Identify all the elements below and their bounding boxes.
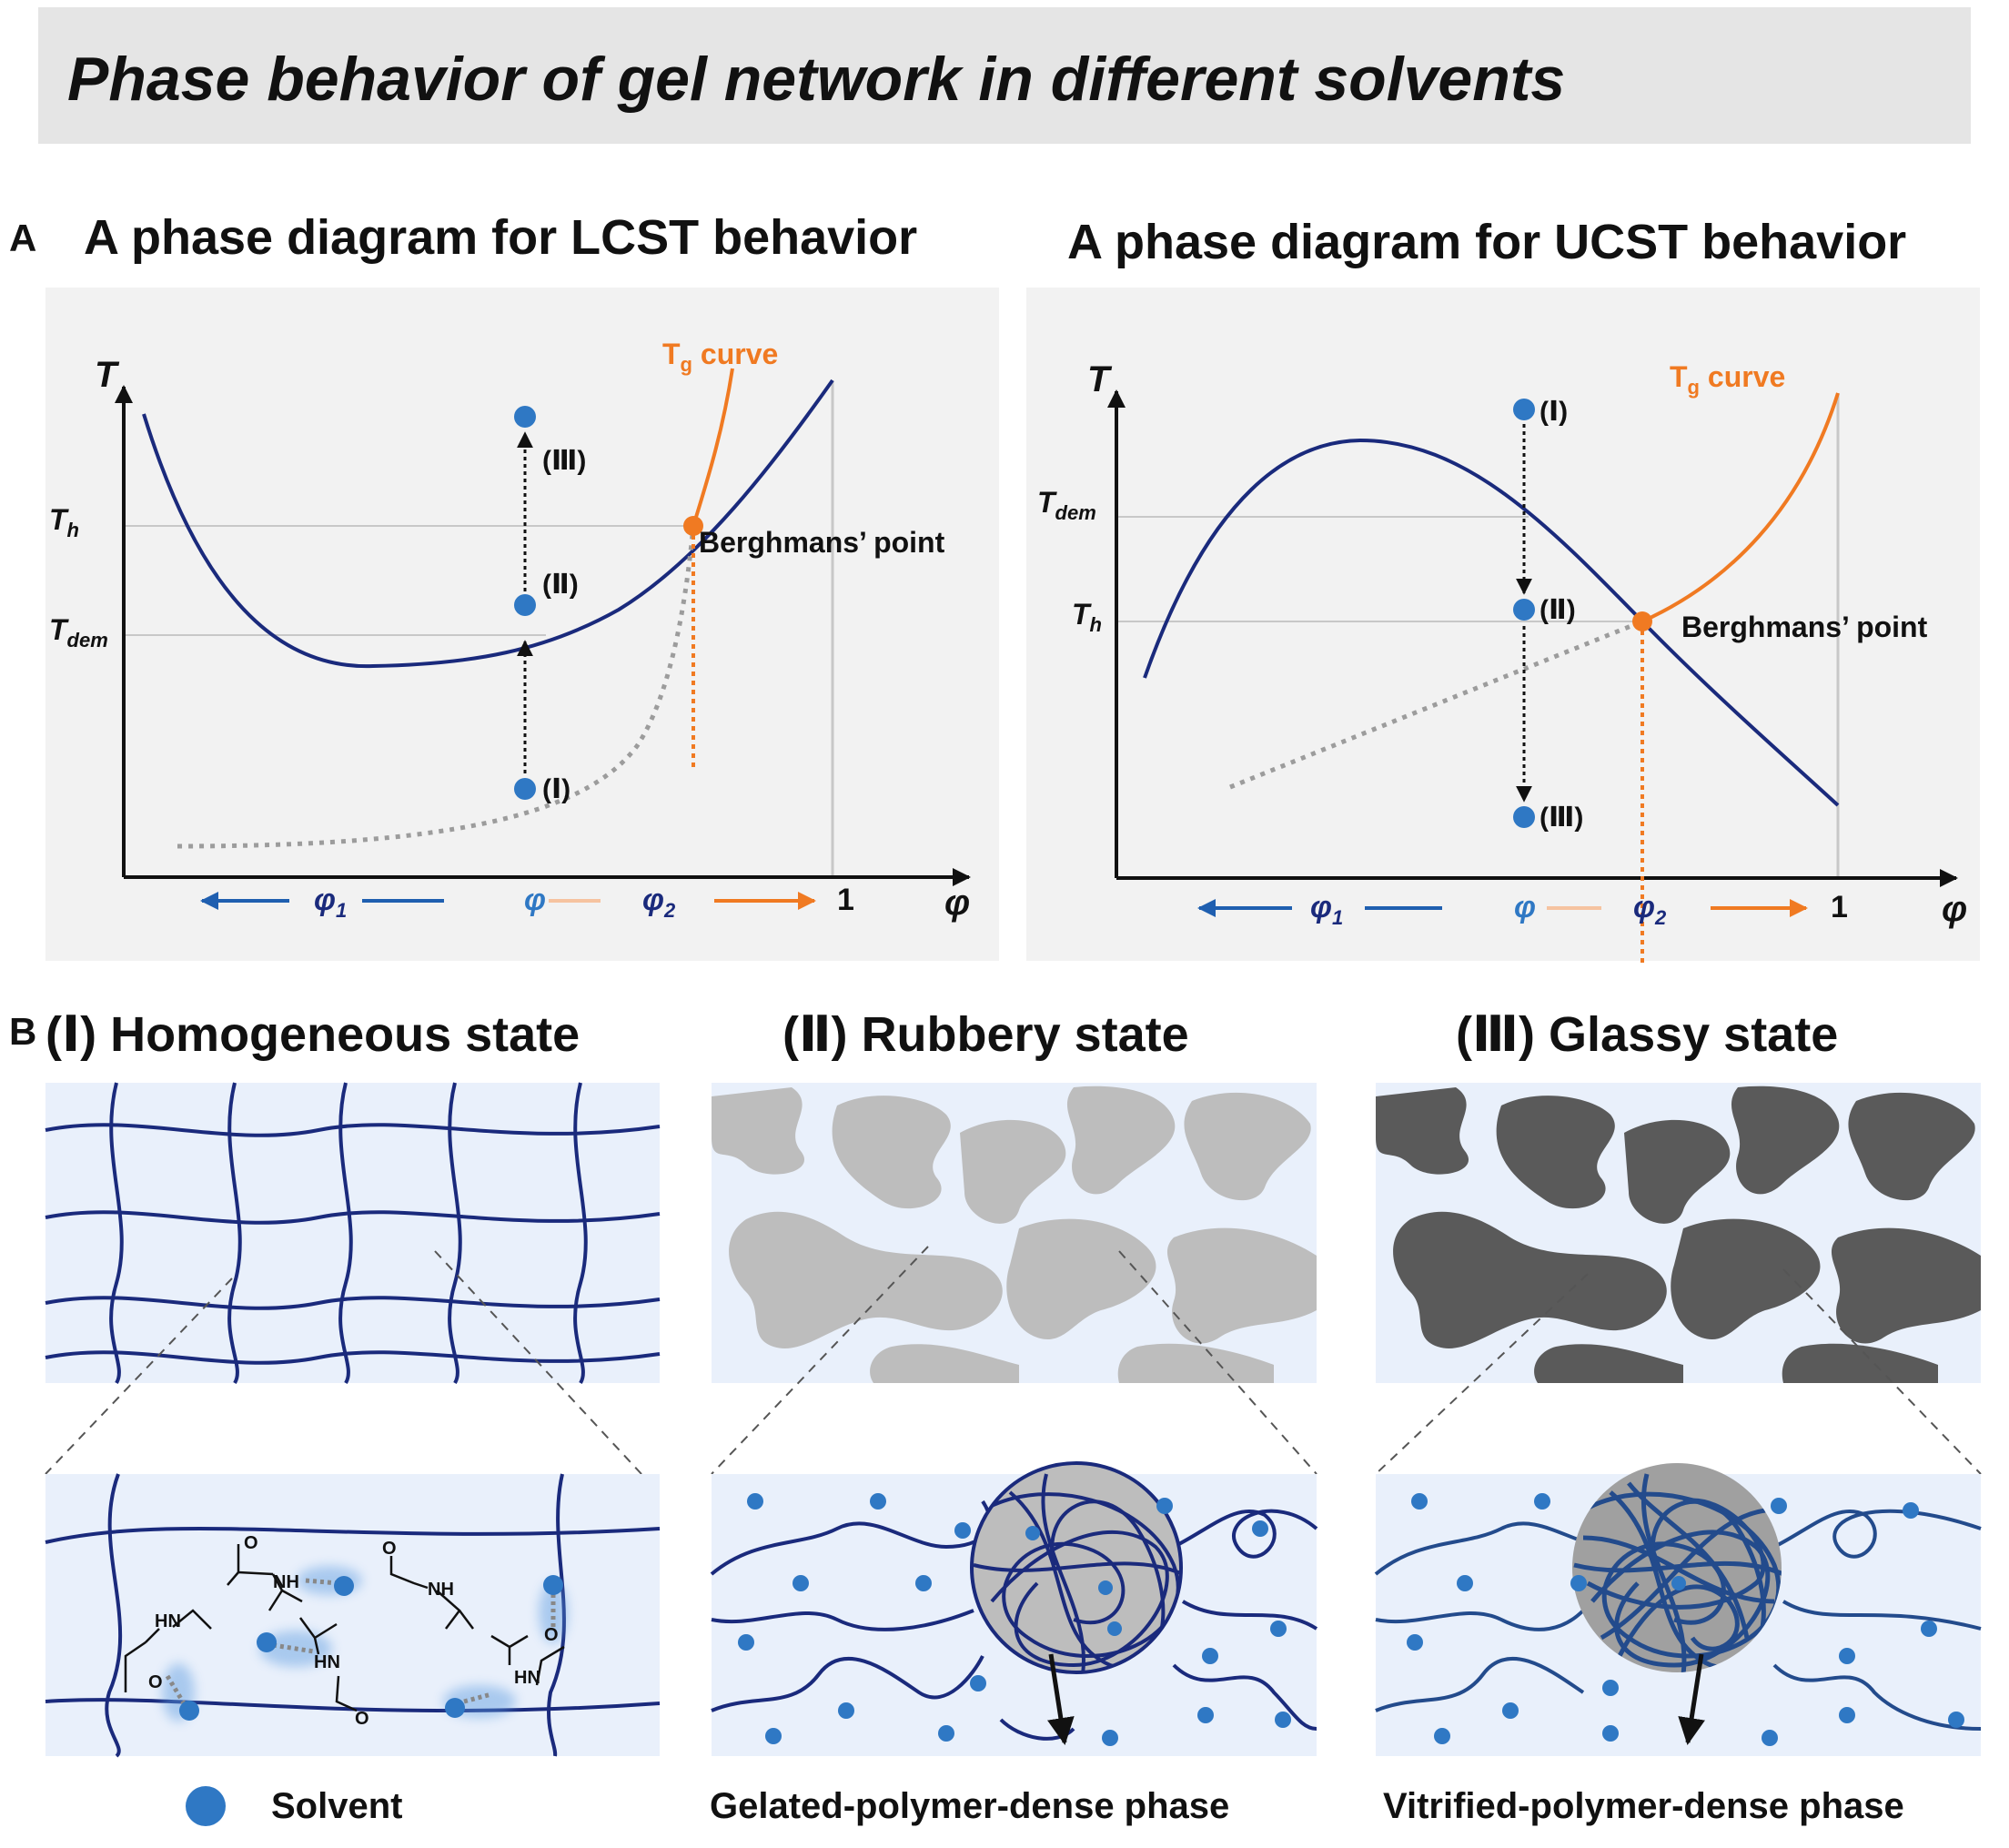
ucst-tg-curve xyxy=(1641,392,1840,623)
lcst-th-label: Th xyxy=(49,503,79,541)
state-2-solvent-dots xyxy=(738,1493,1291,1746)
lcst-point-3-label: (Ⅲ) xyxy=(542,446,586,476)
ucst-th-label: Th xyxy=(1072,598,1102,636)
lcst-point-2-label: (Ⅱ) xyxy=(542,570,579,600)
lcst-diagram: T φ Th Tdem Tg curve Berghmans’ point (Ⅲ… xyxy=(45,288,999,961)
state-3-network: Vitrified-polymer-dense phase xyxy=(1374,1083,1982,1826)
ucst-binodal-curve xyxy=(1143,438,1840,807)
state-3-chains xyxy=(1374,1509,1982,1731)
state-1-atom-labels: NH NH HN HN HN O O O O O xyxy=(148,1533,559,1729)
state-3-pointer-arrow xyxy=(1678,1653,1705,1745)
gelated-label: Gelated-polymer-dense phase xyxy=(710,1786,1229,1826)
state-3-zoom-line-right xyxy=(1782,1268,1982,1475)
state-1-mesh xyxy=(45,1082,661,1385)
lcst-berghmans-dot xyxy=(683,516,703,536)
svg-text:O: O xyxy=(148,1672,163,1692)
ucst-point-2-label: (Ⅱ) xyxy=(1540,595,1576,625)
state-1-name: Homogeneous state xyxy=(110,1007,580,1062)
ucst-dotted-curve xyxy=(1229,619,1643,790)
state-2-zoom-line-right xyxy=(1118,1250,1317,1475)
ucst-x-axis-label: φ xyxy=(1942,889,1967,929)
svg-text:O: O xyxy=(382,1539,397,1559)
ucst-y-axis-label: T xyxy=(1087,359,1113,399)
state-1-hbond-dots xyxy=(165,1578,556,1705)
state-2-zoom-line-left xyxy=(711,1246,929,1475)
lcst-point-3 xyxy=(514,406,536,428)
title-banner: Phase behavior of gel network in differe… xyxy=(38,7,1971,144)
state-1-solvent-dots xyxy=(179,1575,563,1721)
svg-text:O: O xyxy=(355,1709,369,1729)
svg-text:HN: HN xyxy=(514,1668,540,1688)
lcst-phi-label: φ xyxy=(524,883,546,917)
ucst-berghmans-label: Berghmans’ point xyxy=(1681,611,1928,643)
ucst-point-2 xyxy=(1513,599,1535,621)
state-2-name: Rubbery state xyxy=(861,1007,1189,1062)
state-1-molecules xyxy=(124,1544,565,1712)
svg-text:HN: HN xyxy=(155,1611,181,1631)
svg-text:NH: NH xyxy=(428,1580,454,1600)
state-2-numeral: (Ⅱ) xyxy=(782,1007,848,1062)
lcst-phi1-label: φ1 xyxy=(314,883,347,922)
state-3-numeral: (Ⅲ) xyxy=(1456,1007,1536,1062)
state-2-domains xyxy=(712,1086,1317,1383)
lcst-x-axis-label: φ xyxy=(944,883,970,923)
state-1-zoom-line-right xyxy=(434,1250,642,1475)
panel-a-label: A xyxy=(9,217,37,259)
ucst-tg-label: Tg curve xyxy=(1670,360,1785,399)
lcst-tdem-label: Tdem xyxy=(49,613,108,651)
state-3-solvent-dots xyxy=(1407,1493,1964,1746)
state-2-globule-outline xyxy=(970,1461,1183,1674)
svg-text:HN: HN xyxy=(314,1652,340,1672)
ucst-phi2-label: φ2 xyxy=(1633,890,1667,929)
ucst-phi-label: φ xyxy=(1514,890,1536,924)
lcst-panel-bg xyxy=(45,288,999,961)
ucst-panel-bg xyxy=(1026,288,1980,961)
state-3-name: Glassy state xyxy=(1549,1007,1839,1062)
ucst-diagram: T φ Tdem Th Tg curve Berghmans’ point (Ⅰ… xyxy=(1026,288,1980,964)
state-1-numeral: (Ⅰ) xyxy=(45,1007,97,1062)
ucst-point-3-label: (Ⅲ) xyxy=(1540,803,1583,833)
svg-text:O: O xyxy=(544,1625,559,1645)
state-2-title: (Ⅱ) Rubbery state xyxy=(782,1005,1189,1063)
figure-title: Phase behavior of gel network in differe… xyxy=(67,45,1566,114)
lcst-phi2-label: φ2 xyxy=(642,883,676,922)
lcst-title: A phase diagram for LCST behavior xyxy=(84,210,918,265)
lcst-tg-label: Tg curve xyxy=(662,338,778,376)
state-1-network: NH NH HN HN HN O O O O O Solvent xyxy=(45,1082,661,1826)
lcst-binodal-curve xyxy=(142,379,834,669)
panel-b-label: B xyxy=(9,1010,37,1053)
lcst-point-1 xyxy=(514,778,536,800)
state-1-zoom-line-left xyxy=(45,1277,233,1475)
lcst-tg-curve xyxy=(692,368,734,527)
legend-solvent-dot xyxy=(186,1786,226,1826)
lcst-one-label: 1 xyxy=(837,883,854,917)
ucst-berghmans-dot xyxy=(1632,611,1652,631)
state-2-pointer-arrow xyxy=(1047,1653,1075,1745)
state-1-title: (Ⅰ) Homogeneous state xyxy=(45,1005,580,1063)
ucst-one-label: 1 xyxy=(1831,890,1848,924)
ucst-point-1 xyxy=(1513,399,1535,420)
state-1-zoom-chains xyxy=(45,1473,661,1758)
ucst-point-3 xyxy=(1513,806,1535,828)
svg-text:NH: NH xyxy=(273,1572,299,1592)
state-2-network: Gelated-polymer-dense phase xyxy=(710,1083,1318,1826)
vitrified-label: Vitrified-polymer-dense phase xyxy=(1383,1786,1904,1826)
lcst-point-1-label: (Ⅰ) xyxy=(542,774,570,804)
ucst-title: A phase diagram for UCST behavior xyxy=(1067,215,1907,269)
lcst-y-axis-label: T xyxy=(95,355,120,395)
ucst-phi1-label: φ1 xyxy=(1310,890,1343,929)
ucst-tdem-label: Tdem xyxy=(1037,486,1096,524)
lcst-point-2 xyxy=(514,594,536,616)
legend-solvent-label: Solvent xyxy=(271,1786,402,1826)
lcst-berghmans-label: Berghmans’ point xyxy=(699,526,945,559)
ucst-point-1-label: (Ⅰ) xyxy=(1540,397,1568,427)
svg-text:O: O xyxy=(244,1533,258,1553)
state-3-title: (Ⅲ) Glassy state xyxy=(1456,1005,1838,1063)
state-3-domains xyxy=(1376,1086,1981,1383)
